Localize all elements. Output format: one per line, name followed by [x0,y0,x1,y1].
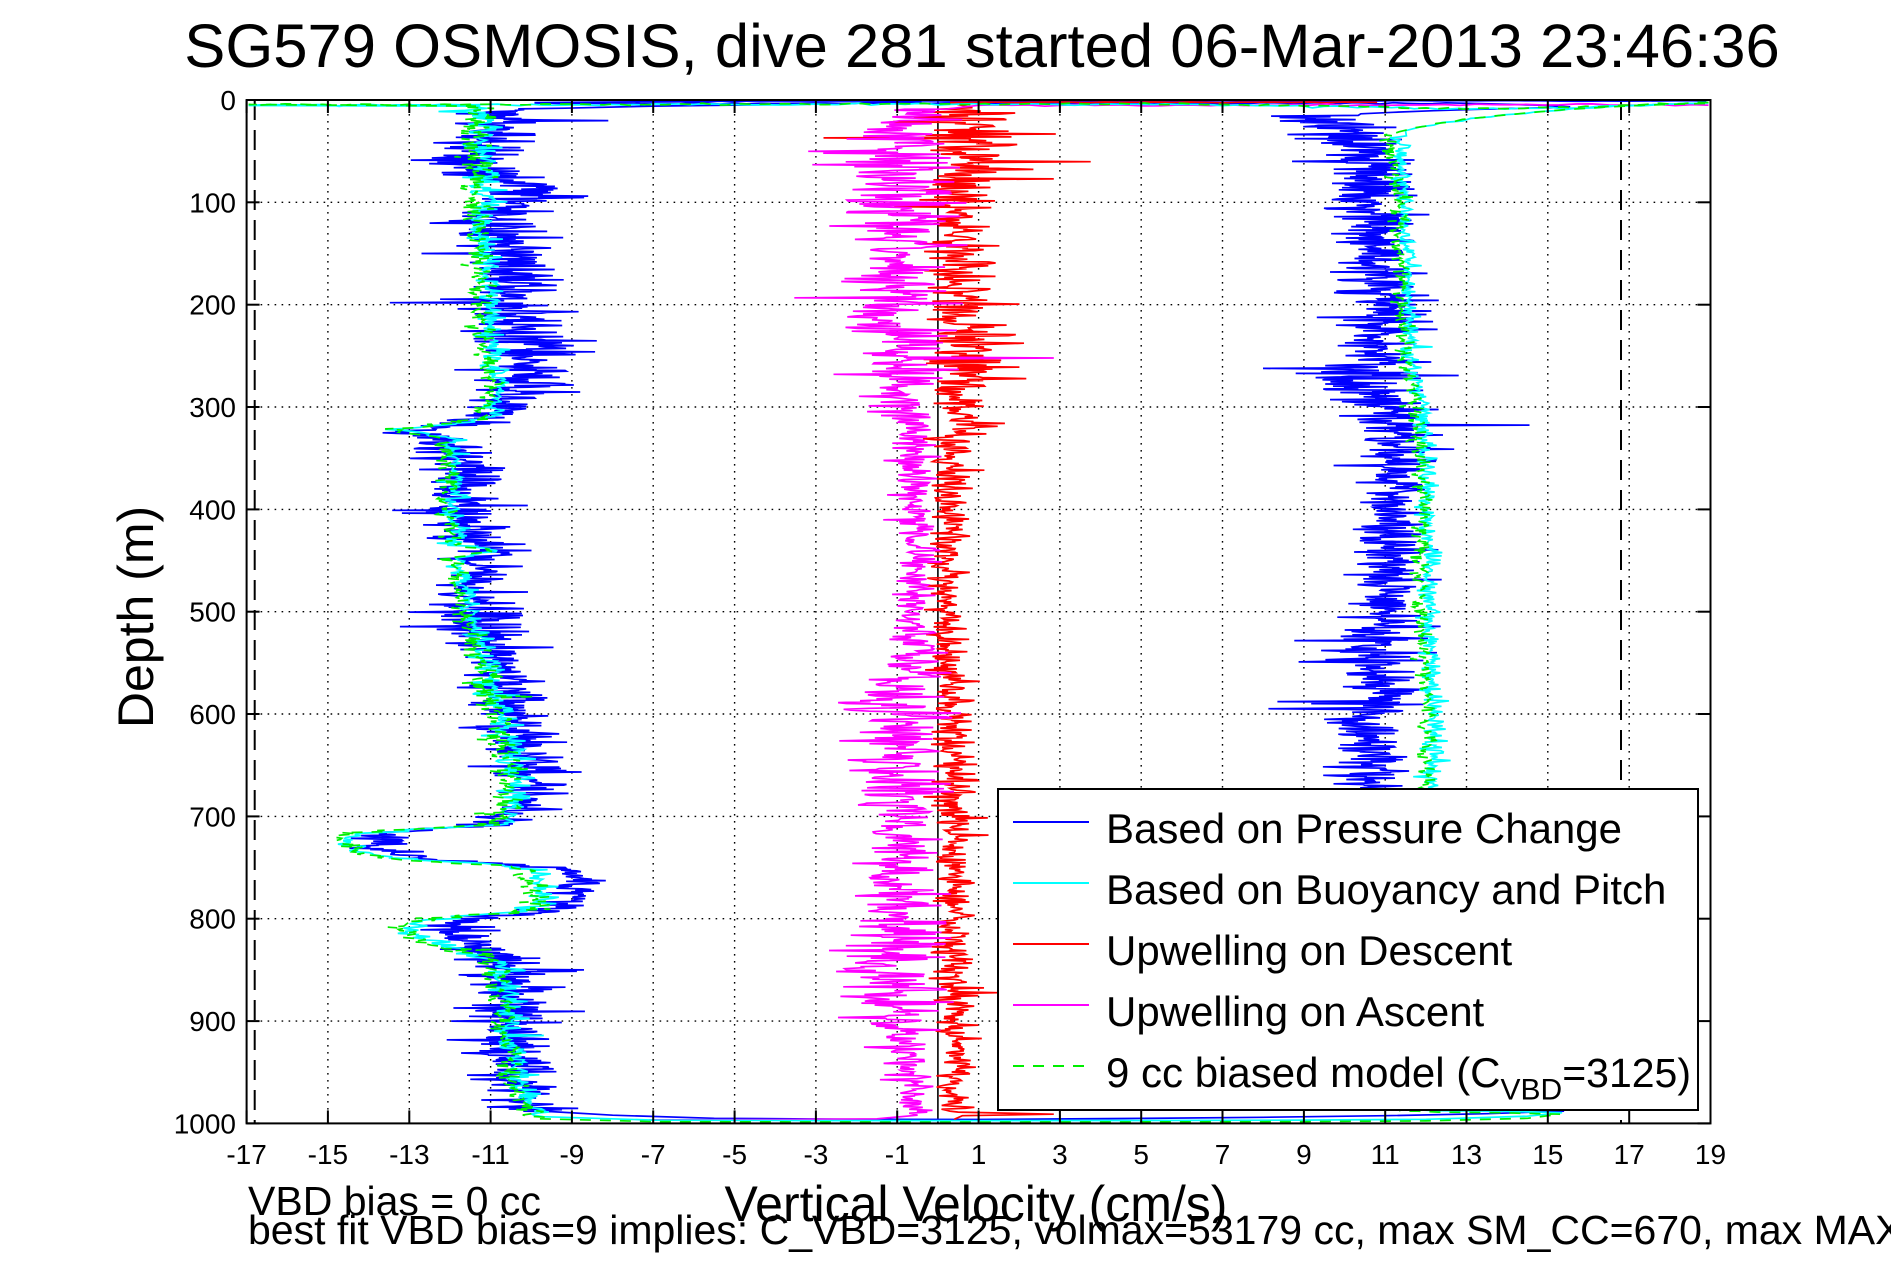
svg-text:800: 800 [189,904,236,935]
svg-text:300: 300 [189,392,236,423]
svg-text:1: 1 [971,1139,987,1170]
svg-text:Depth (m): Depth (m) [108,506,164,728]
svg-text:1000: 1000 [174,1108,236,1139]
svg-text:-3: -3 [803,1139,828,1170]
svg-text:-17: -17 [226,1139,266,1170]
svg-text:-9: -9 [559,1139,584,1170]
svg-text:500: 500 [189,597,236,628]
svg-text:100: 100 [189,187,236,218]
svg-text:Upwelling on Ascent: Upwelling on Ascent [1106,988,1485,1035]
svg-text:17: 17 [1614,1139,1645,1170]
svg-text:15: 15 [1532,1139,1563,1170]
svg-text:Based on Buoyancy and Pitch: Based on Buoyancy and Pitch [1106,866,1666,913]
svg-text:700: 700 [189,801,236,832]
svg-text:200: 200 [189,290,236,321]
svg-text:11: 11 [1371,1139,1400,1170]
svg-text:-1: -1 [885,1139,910,1170]
svg-text:-7: -7 [641,1139,666,1170]
svg-text:best fit VBD bias=9 implies: C: best fit VBD bias=9 implies: C_VBD=3125,… [248,1207,1891,1253]
svg-text:3: 3 [1052,1139,1068,1170]
svg-text:7: 7 [1215,1139,1231,1170]
svg-text:Upwelling on Descent: Upwelling on Descent [1106,927,1513,974]
svg-text:900: 900 [189,1006,236,1037]
svg-text:13: 13 [1451,1139,1482,1170]
svg-text:VBD bias = 0 cc: VBD bias = 0 cc [248,1178,541,1224]
svg-text:-15: -15 [308,1139,348,1170]
svg-text:0: 0 [220,85,236,116]
svg-text:Based on Pressure Change: Based on Pressure Change [1106,805,1622,852]
svg-text:5: 5 [1133,1139,1149,1170]
svg-text:-13: -13 [389,1139,429,1170]
svg-text:600: 600 [189,699,236,730]
svg-text:SG579 OSMOSIS, dive 281 starte: SG579 OSMOSIS, dive 281 started 06-Mar-2… [184,12,1779,81]
svg-text:9: 9 [1296,1139,1312,1170]
svg-text:-5: -5 [722,1139,747,1170]
svg-text:400: 400 [189,494,236,525]
svg-text:19: 19 [1695,1139,1726,1170]
svg-text:-11: -11 [471,1139,509,1170]
svg-text:Vertical Velocity (cm/s): Vertical Velocity (cm/s) [725,1176,1228,1232]
